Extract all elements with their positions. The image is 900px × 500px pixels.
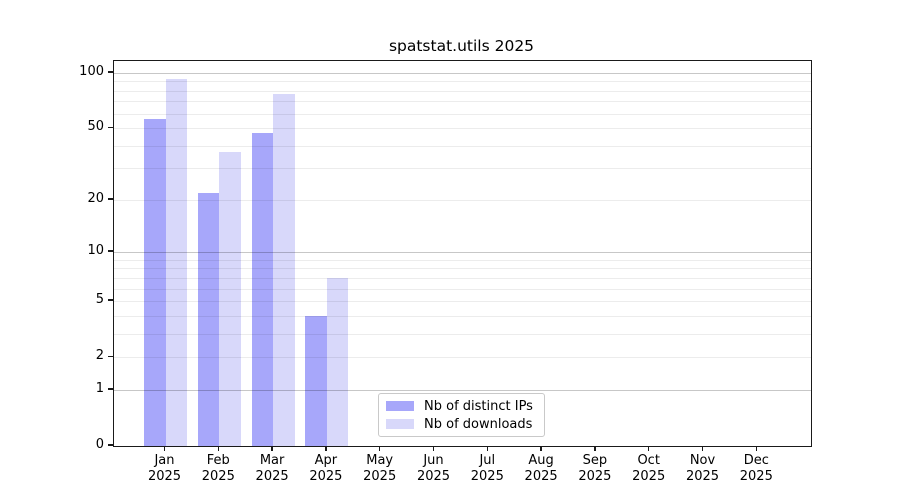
gridline-minor-90 [114, 81, 811, 83]
x-tick-label-sep: Sep 2025 [578, 453, 612, 484]
gridline-minor-60 [114, 113, 811, 115]
y-tick-mark-100 [108, 71, 113, 73]
bar-downloads-jan [165, 78, 187, 446]
y-tick-mark-20 [108, 198, 113, 200]
legend-swatch-distinct-ips [386, 401, 414, 411]
x-tick-mark-jul [486, 446, 488, 451]
y-tick-label-10: 10 [87, 243, 104, 259]
x-tick-mark-apr [325, 446, 327, 451]
x-tick-mark-mar [271, 446, 273, 451]
x-tick-mark-feb [217, 446, 219, 451]
x-tick-label-oct: Oct 2025 [632, 453, 666, 484]
legend: Nb of distinct IPs Nb of downloads [378, 393, 545, 437]
x-tick-mark-sep [594, 446, 596, 451]
gridline-major-100 [114, 73, 811, 74]
legend-label-distinct-ips: Nb of distinct IPs [424, 398, 533, 414]
x-tick-label-nov: Nov 2025 [685, 453, 720, 484]
bar-downloads-apr [326, 277, 349, 446]
x-tick-label-feb: Feb 2025 [201, 453, 235, 484]
x-tick-mark-dec [755, 446, 757, 451]
y-tick-label-50: 50 [87, 119, 104, 135]
x-tick-label-may: May 2025 [363, 453, 397, 484]
legend-label-downloads: Nb of downloads [424, 416, 533, 432]
gridline-minor-40 [114, 145, 811, 147]
gridline-minor-80 [114, 90, 811, 92]
x-tick-mark-may [379, 446, 381, 451]
y-tick-label-1: 1 [95, 380, 104, 396]
y-tick-mark-50 [108, 126, 113, 128]
y-tick-mark-5 [108, 299, 113, 301]
bar-downloads-feb [219, 152, 241, 446]
y-tick-label-5: 5 [95, 292, 104, 308]
y-tick-label-100: 100 [79, 64, 104, 79]
x-tick-mark-nov [701, 446, 704, 451]
legend-item-downloads: Nb of downloads [386, 417, 537, 432]
legend-swatch-downloads [386, 419, 414, 429]
x-tick-label-jul: Jul 2025 [470, 453, 504, 484]
y-tick-mark-1 [108, 388, 113, 390]
bar-downloads-mar [273, 93, 295, 446]
gridline-minor-50 [114, 128, 811, 130]
y-tick-label-2: 2 [95, 348, 104, 364]
bar-ips-feb [197, 192, 220, 446]
x-tick-mark-jan [163, 446, 166, 451]
x-tick-label-mar: Mar 2025 [255, 453, 289, 484]
bar-ips-mar [251, 133, 274, 446]
x-tick-mark-jun [432, 446, 435, 451]
legend-item-distinct-ips: Nb of distinct IPs [386, 399, 537, 414]
x-tick-label-dec: Dec 2025 [739, 453, 773, 484]
y-tick-mark-0 [108, 444, 113, 446]
bar-ips-apr [305, 315, 327, 446]
plot-area [113, 60, 812, 447]
gridline-minor-70 [114, 101, 811, 103]
x-tick-label-jun: Jun 2025 [416, 453, 451, 484]
x-tick-label-jan: Jan 2025 [147, 453, 182, 484]
x-tick-label-aug: Aug 2025 [524, 453, 558, 484]
y-tick-mark-2 [108, 355, 113, 357]
bar-ips-jan [144, 119, 166, 446]
y-tick-label-20: 20 [87, 190, 104, 206]
x-tick-mark-oct [648, 446, 650, 451]
x-tick-label-apr: Apr 2025 [309, 453, 343, 484]
y-tick-label-0: 0 [95, 437, 104, 452]
chart-title: spatstat.utils 2025 [388, 37, 535, 55]
y-tick-mark-10 [108, 250, 113, 252]
x-tick-mark-aug [540, 446, 542, 451]
